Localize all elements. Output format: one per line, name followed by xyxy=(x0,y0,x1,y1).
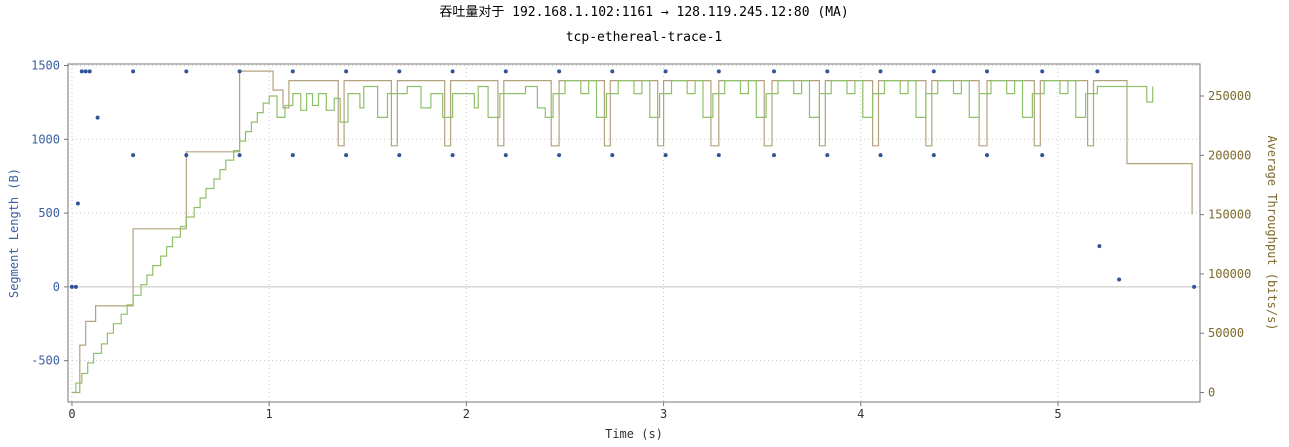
y-left-axis-label: Segment Length (B) xyxy=(7,168,21,298)
y-left-tick-label: 0 xyxy=(53,280,60,294)
segment-point xyxy=(237,153,242,158)
segment-point xyxy=(450,153,455,158)
segment-point xyxy=(184,153,189,158)
segment-point xyxy=(237,69,242,74)
x-tick-label: 5 xyxy=(1054,407,1061,421)
segment-point xyxy=(344,69,349,74)
segment-point xyxy=(557,153,562,158)
x-tick-label: 0 xyxy=(68,407,75,421)
segment-point xyxy=(69,284,74,289)
segment-point xyxy=(1040,153,1045,158)
segment-point xyxy=(716,69,721,74)
segment-point xyxy=(878,153,883,158)
segment-point xyxy=(1040,69,1045,74)
x-axis-label: Time (s) xyxy=(605,427,663,441)
segment-point xyxy=(716,153,721,158)
segment-point xyxy=(344,153,349,158)
segment-point xyxy=(1095,69,1100,74)
throughput-line-green xyxy=(71,80,1154,394)
y-right-tick-label: 150000 xyxy=(1208,208,1251,222)
segment-point xyxy=(79,69,84,74)
y-right-axis-ticks: 0 50000 100000 150000 200000 250000 xyxy=(1200,89,1251,400)
x-tick-label: 3 xyxy=(660,407,667,421)
segment-point xyxy=(290,69,295,74)
segment-point xyxy=(878,69,883,74)
segment-point xyxy=(931,69,936,74)
segment-point xyxy=(75,201,80,206)
plot-frame xyxy=(67,63,1201,403)
segment-point xyxy=(83,69,88,74)
y-left-tick-label: 500 xyxy=(38,206,60,220)
segment-point xyxy=(772,153,776,158)
segment-point xyxy=(87,69,92,74)
segment-point xyxy=(985,69,989,74)
chart-title: 吞吐量对于 192.168.1.102:1161 → 128.119.245.1… xyxy=(439,5,848,20)
segment-point xyxy=(73,284,78,289)
segment-point xyxy=(663,69,668,74)
y-left-tick-label: -500 xyxy=(31,354,60,368)
segment-point xyxy=(557,69,562,74)
segment-point xyxy=(450,69,455,74)
y-left-tick-label: 1000 xyxy=(31,132,60,146)
segment-point xyxy=(825,69,830,74)
x-tick-label: 2 xyxy=(463,407,470,421)
y-right-tick-label: 0 xyxy=(1208,386,1215,400)
segment-point xyxy=(610,153,615,158)
x-tick-label: 4 xyxy=(857,407,864,421)
segment-point xyxy=(825,153,830,158)
segment-point xyxy=(131,153,136,158)
grid xyxy=(68,64,1200,402)
y-left-tick-label: 1500 xyxy=(31,58,60,72)
segment-point xyxy=(663,153,668,158)
segment-point xyxy=(397,69,402,74)
segment-point xyxy=(1192,284,1197,289)
y-right-tick-label: 200000 xyxy=(1208,148,1251,162)
segment-point xyxy=(184,69,189,74)
segment-point xyxy=(610,69,615,74)
segment-point xyxy=(503,69,508,74)
segment-point xyxy=(1097,244,1102,249)
segment-point xyxy=(772,69,776,74)
segment-point xyxy=(397,153,402,158)
x-axis-ticks: 0 1 2 3 4 5 xyxy=(68,402,1062,421)
segment-point xyxy=(985,153,989,158)
segment-point xyxy=(131,69,136,74)
chart-subtitle: tcp-ethereal-trace-1 xyxy=(566,30,723,45)
segment-point xyxy=(503,153,508,158)
y-right-tick-label: 250000 xyxy=(1208,89,1251,103)
x-tick-label: 1 xyxy=(266,407,273,421)
y-right-tick-label: 100000 xyxy=(1208,267,1251,281)
segment-point xyxy=(1117,277,1122,282)
y-left-axis-ticks: -500 0 500 1000 1500 xyxy=(31,58,68,368)
throughput-line-tan xyxy=(71,70,1193,394)
segment-point xyxy=(931,153,936,158)
y-right-axis-label: Average Throughput (bits/s) xyxy=(1265,135,1279,330)
y-right-tick-label: 50000 xyxy=(1208,326,1244,340)
segment-point xyxy=(290,153,295,158)
segment-point xyxy=(95,115,100,120)
series-layer xyxy=(69,69,1197,394)
